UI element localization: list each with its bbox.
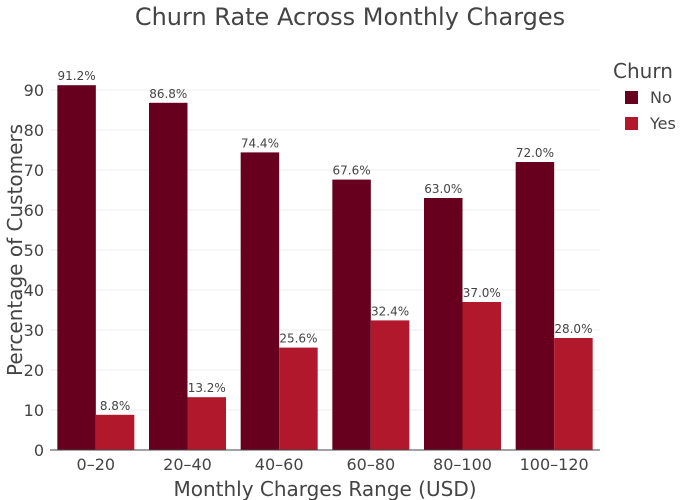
data-labels: 91.2% 8.8% 86.8% 13.2% 74.4% 25.6% 67.6% 32.4% 6…: [58, 69, 593, 413]
bar-yes-5: [554, 338, 593, 450]
legend: Churn No Yes: [613, 59, 676, 133]
bars: [57, 85, 593, 451]
y-tick-label: 50: [24, 241, 44, 260]
data-label: 67.6%: [333, 164, 371, 178]
bar-no-0: [57, 85, 96, 450]
x-axis-title: Monthly Charges Range (USD): [173, 477, 476, 500]
x-tick-label: 40–60: [255, 455, 304, 474]
x-tick-label: 0–20: [77, 455, 116, 474]
data-label: 32.4%: [371, 304, 409, 318]
bar-no-4: [424, 198, 463, 450]
legend-label-no[interactable]: No: [650, 88, 672, 107]
bar-yes-4: [462, 302, 501, 450]
bar-no-5: [515, 162, 555, 450]
data-label: 63.0%: [424, 182, 462, 196]
bar-no-1: [149, 102, 188, 451]
bar-yes-3: [370, 320, 410, 450]
bar-yes-0: [95, 414, 135, 450]
bar-yes-1: [187, 397, 226, 450]
data-label: 74.4%: [241, 136, 279, 150]
data-label: 37.0%: [463, 286, 501, 300]
bar-yes-2: [279, 347, 318, 450]
x-axis-ticks: 0–20 20–40 40–60 60–80 80–100 100–120: [77, 455, 589, 474]
data-label: 13.2%: [188, 381, 226, 395]
y-axis-ticks: 0 10 20 30 40 50 60 70 80 90: [24, 81, 44, 460]
x-tick-label: 100–120: [520, 455, 589, 474]
chart-title: Churn Rate Across Monthly Charges: [135, 3, 565, 31]
y-tick-label: 80: [24, 121, 44, 140]
bar-no-2: [240, 152, 280, 450]
y-axis-title: Percentage of Customers: [3, 124, 27, 376]
legend-swatch-yes[interactable]: [625, 117, 638, 130]
y-tick-label: 40: [24, 281, 44, 300]
y-tick-label: 10: [24, 401, 44, 420]
x-tick-label: 20–40: [163, 455, 212, 474]
bar-no-3: [332, 179, 371, 450]
gridlines: [50, 89, 600, 411]
legend-title: Churn: [613, 59, 673, 83]
legend-swatch-no[interactable]: [625, 91, 638, 104]
data-label: 72.0%: [516, 146, 554, 160]
data-label: 91.2%: [58, 69, 96, 83]
x-tick-label: 80–100: [433, 455, 492, 474]
y-tick-label: 20: [24, 361, 44, 380]
y-tick-label: 30: [24, 321, 44, 340]
data-label: 28.0%: [554, 322, 592, 336]
data-label: 25.6%: [279, 332, 317, 346]
x-tick-label: 60–80: [346, 455, 395, 474]
y-tick-label: 70: [24, 161, 44, 180]
y-tick-label: 60: [24, 201, 44, 220]
y-tick-label: 90: [24, 81, 44, 100]
data-label: 8.8%: [100, 399, 131, 413]
data-label: 86.8%: [149, 87, 187, 101]
y-tick-label: 0: [34, 441, 44, 460]
legend-label-yes[interactable]: Yes: [649, 114, 676, 133]
